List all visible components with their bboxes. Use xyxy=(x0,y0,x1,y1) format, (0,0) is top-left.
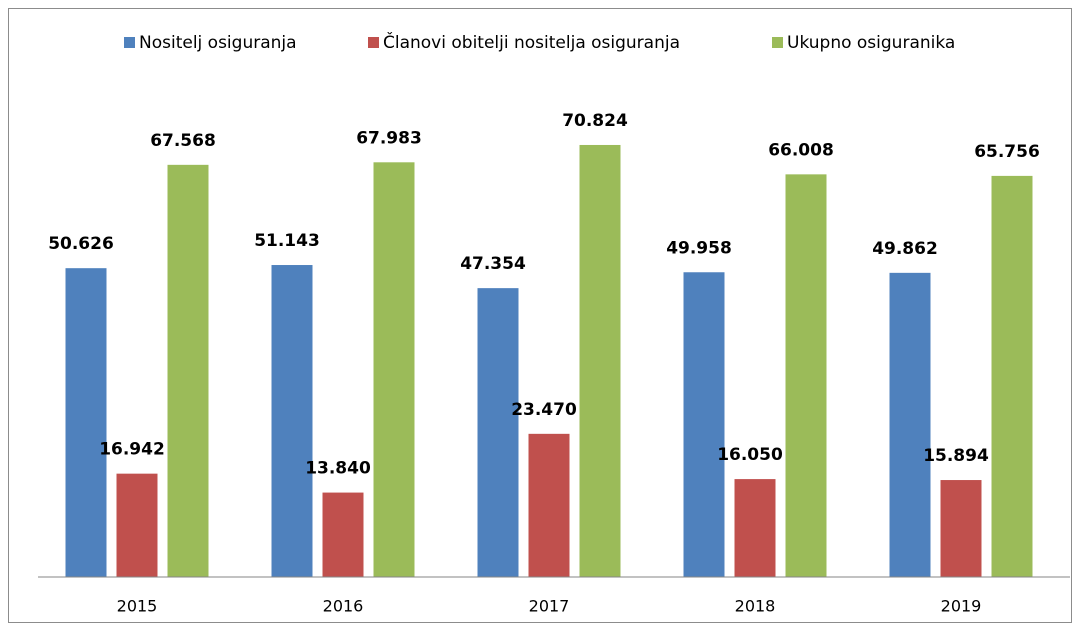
x-tick-label: 2017 xyxy=(529,597,570,616)
value-label: 70.824 xyxy=(562,111,628,131)
value-label: 66.008 xyxy=(768,140,834,160)
bar xyxy=(116,473,158,577)
value-label: 65.756 xyxy=(974,142,1040,162)
bar xyxy=(734,479,776,577)
bar xyxy=(271,265,313,577)
value-label: 67.568 xyxy=(150,131,216,151)
x-tick-label: 2018 xyxy=(735,597,776,616)
value-label: 49.862 xyxy=(872,239,938,259)
x-tick-label: 2016 xyxy=(323,597,364,616)
value-label: 13.840 xyxy=(305,459,371,479)
x-tick-label: 2019 xyxy=(941,597,982,616)
bar xyxy=(167,164,209,577)
legend-swatch xyxy=(368,37,379,48)
x-tick-label: 2015 xyxy=(117,597,158,616)
bar xyxy=(322,492,364,577)
bar xyxy=(477,288,519,577)
value-label: 47.354 xyxy=(460,254,526,274)
value-label: 16.050 xyxy=(717,445,783,465)
value-label: 51.143 xyxy=(254,231,320,251)
bar xyxy=(991,175,1033,577)
value-label: 67.983 xyxy=(356,128,422,148)
bar xyxy=(373,162,415,577)
value-label: 49.958 xyxy=(666,238,732,258)
bar xyxy=(579,144,621,577)
legend-label: Nositelj osiguranja xyxy=(139,33,297,53)
legend-swatch xyxy=(124,37,135,48)
bar xyxy=(940,480,982,577)
value-label: 15.894 xyxy=(923,446,989,466)
legend-label: Ukupno osiguranika xyxy=(787,33,955,53)
value-label: 23.470 xyxy=(511,400,577,420)
bar xyxy=(65,268,107,577)
bar xyxy=(528,433,570,577)
bar xyxy=(785,174,827,577)
value-label: 16.942 xyxy=(99,440,165,460)
legend-swatch xyxy=(772,37,783,48)
legend-label: Članovi obitelji nositelja osiguranja xyxy=(383,31,680,53)
value-label: 50.626 xyxy=(48,234,114,254)
bar xyxy=(683,272,725,577)
bar xyxy=(889,272,931,577)
